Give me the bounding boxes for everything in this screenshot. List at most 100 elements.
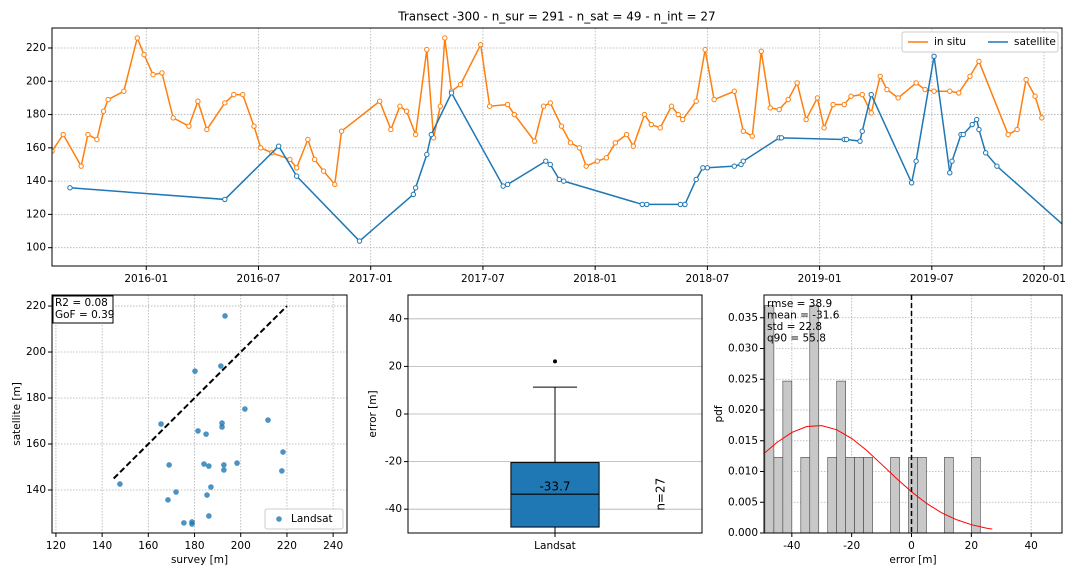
point-marker bbox=[821, 125, 827, 131]
point-marker bbox=[884, 86, 890, 93]
x-axis-label: error [m] bbox=[889, 554, 936, 566]
point-marker bbox=[675, 111, 681, 118]
y-tick-label: 200 bbox=[26, 75, 46, 87]
scatter-point bbox=[195, 428, 201, 434]
point-marker bbox=[410, 191, 417, 198]
point-marker bbox=[403, 108, 410, 114]
point-marker bbox=[758, 48, 764, 55]
point-marker bbox=[949, 158, 955, 164]
point-marker bbox=[895, 95, 901, 101]
axes-frame bbox=[51, 294, 348, 534]
y-axis-label: pdf bbox=[713, 405, 725, 422]
median-label: -33.7 bbox=[539, 480, 570, 494]
point-marker bbox=[931, 53, 937, 59]
y-tick-label: 0.010 bbox=[728, 466, 758, 478]
point-marker bbox=[547, 100, 553, 106]
scatter-point bbox=[219, 424, 225, 430]
point-marker bbox=[141, 51, 147, 58]
point-marker bbox=[1039, 115, 1045, 121]
point-marker bbox=[693, 176, 699, 183]
point-marker bbox=[287, 156, 293, 163]
point-marker bbox=[859, 91, 865, 98]
histogram-bar bbox=[854, 457, 864, 533]
point-marker bbox=[428, 131, 435, 138]
y-tick-label: 100 bbox=[26, 242, 46, 254]
histogram-bar bbox=[971, 457, 981, 533]
point-marker bbox=[170, 115, 176, 121]
x-tick-label: 2020-01 bbox=[1022, 273, 1066, 285]
point-marker bbox=[275, 143, 282, 149]
axes-frame bbox=[763, 294, 1063, 534]
point-marker bbox=[913, 80, 919, 86]
point-marker bbox=[1023, 76, 1029, 83]
chart-title: Transect -300 - n_sur = 291 - n_sat = 49… bbox=[397, 10, 715, 24]
point-marker bbox=[412, 185, 419, 191]
point-marker bbox=[556, 176, 562, 183]
point-marker bbox=[682, 201, 688, 208]
histogram-bar bbox=[782, 380, 793, 533]
point-marker bbox=[731, 163, 738, 169]
point-marker bbox=[976, 58, 982, 64]
histogram-bar bbox=[809, 305, 820, 533]
point-marker bbox=[960, 131, 966, 138]
scatter-point bbox=[165, 497, 171, 503]
x-tick-label: 2017-01 bbox=[349, 273, 393, 285]
stats-text: q90 = 55.8 bbox=[767, 333, 826, 345]
point-marker bbox=[785, 96, 791, 103]
point-marker bbox=[121, 88, 127, 94]
point-marker bbox=[740, 128, 746, 134]
scatter-point bbox=[206, 513, 212, 519]
x-tick-label: 2017-07 bbox=[461, 273, 505, 285]
histogram-bar bbox=[836, 380, 846, 533]
y-tick-label: -40 bbox=[385, 503, 402, 515]
point-marker bbox=[293, 165, 300, 171]
point-marker bbox=[67, 185, 73, 191]
point-marker bbox=[1014, 126, 1020, 133]
point-marker bbox=[612, 140, 619, 146]
y-tick-label: 0.005 bbox=[728, 496, 758, 508]
y-tick-label: 160 bbox=[26, 142, 46, 154]
point-marker bbox=[859, 128, 865, 134]
point-marker bbox=[547, 161, 553, 168]
point-marker bbox=[567, 140, 574, 146]
point-marker bbox=[442, 35, 448, 41]
point-marker bbox=[437, 103, 443, 109]
scatter-point bbox=[203, 431, 209, 437]
point-marker bbox=[311, 156, 318, 163]
scatter-point bbox=[201, 461, 207, 467]
x-tick-label: 200 bbox=[231, 540, 251, 552]
point-marker bbox=[700, 165, 706, 171]
histogram-bar bbox=[890, 457, 900, 533]
point-marker bbox=[561, 178, 567, 184]
legend-box bbox=[264, 508, 344, 530]
stats-text: rmse = 38.9 bbox=[767, 298, 832, 310]
point-marker bbox=[908, 180, 915, 186]
scatter-point bbox=[265, 417, 271, 423]
x-tick-label: 140 bbox=[92, 540, 112, 552]
point-marker bbox=[543, 158, 549, 164]
legend-label: Landsat bbox=[291, 513, 333, 525]
histogram-bar bbox=[827, 457, 838, 533]
point-marker bbox=[767, 105, 773, 111]
point-marker bbox=[877, 73, 883, 79]
x-tick-label: 220 bbox=[277, 540, 297, 552]
y-tick-label: 160 bbox=[26, 438, 46, 450]
x-tick-label: 20 bbox=[965, 540, 978, 552]
plot-area bbox=[764, 295, 993, 533]
y-tick-label: 120 bbox=[26, 208, 46, 220]
point-marker bbox=[668, 103, 675, 109]
point-marker bbox=[448, 90, 455, 96]
stats-text: std = 22.8 bbox=[767, 321, 822, 333]
point-marker bbox=[830, 101, 836, 108]
point-marker bbox=[388, 126, 394, 133]
y-tick-label: 0.030 bbox=[728, 343, 758, 355]
point-marker bbox=[749, 133, 755, 139]
scatter-point bbox=[222, 313, 228, 319]
point-marker bbox=[711, 96, 717, 103]
point-marker bbox=[1032, 93, 1038, 99]
point-marker bbox=[974, 116, 980, 123]
point-marker bbox=[60, 131, 66, 138]
scatter-point bbox=[219, 420, 225, 426]
